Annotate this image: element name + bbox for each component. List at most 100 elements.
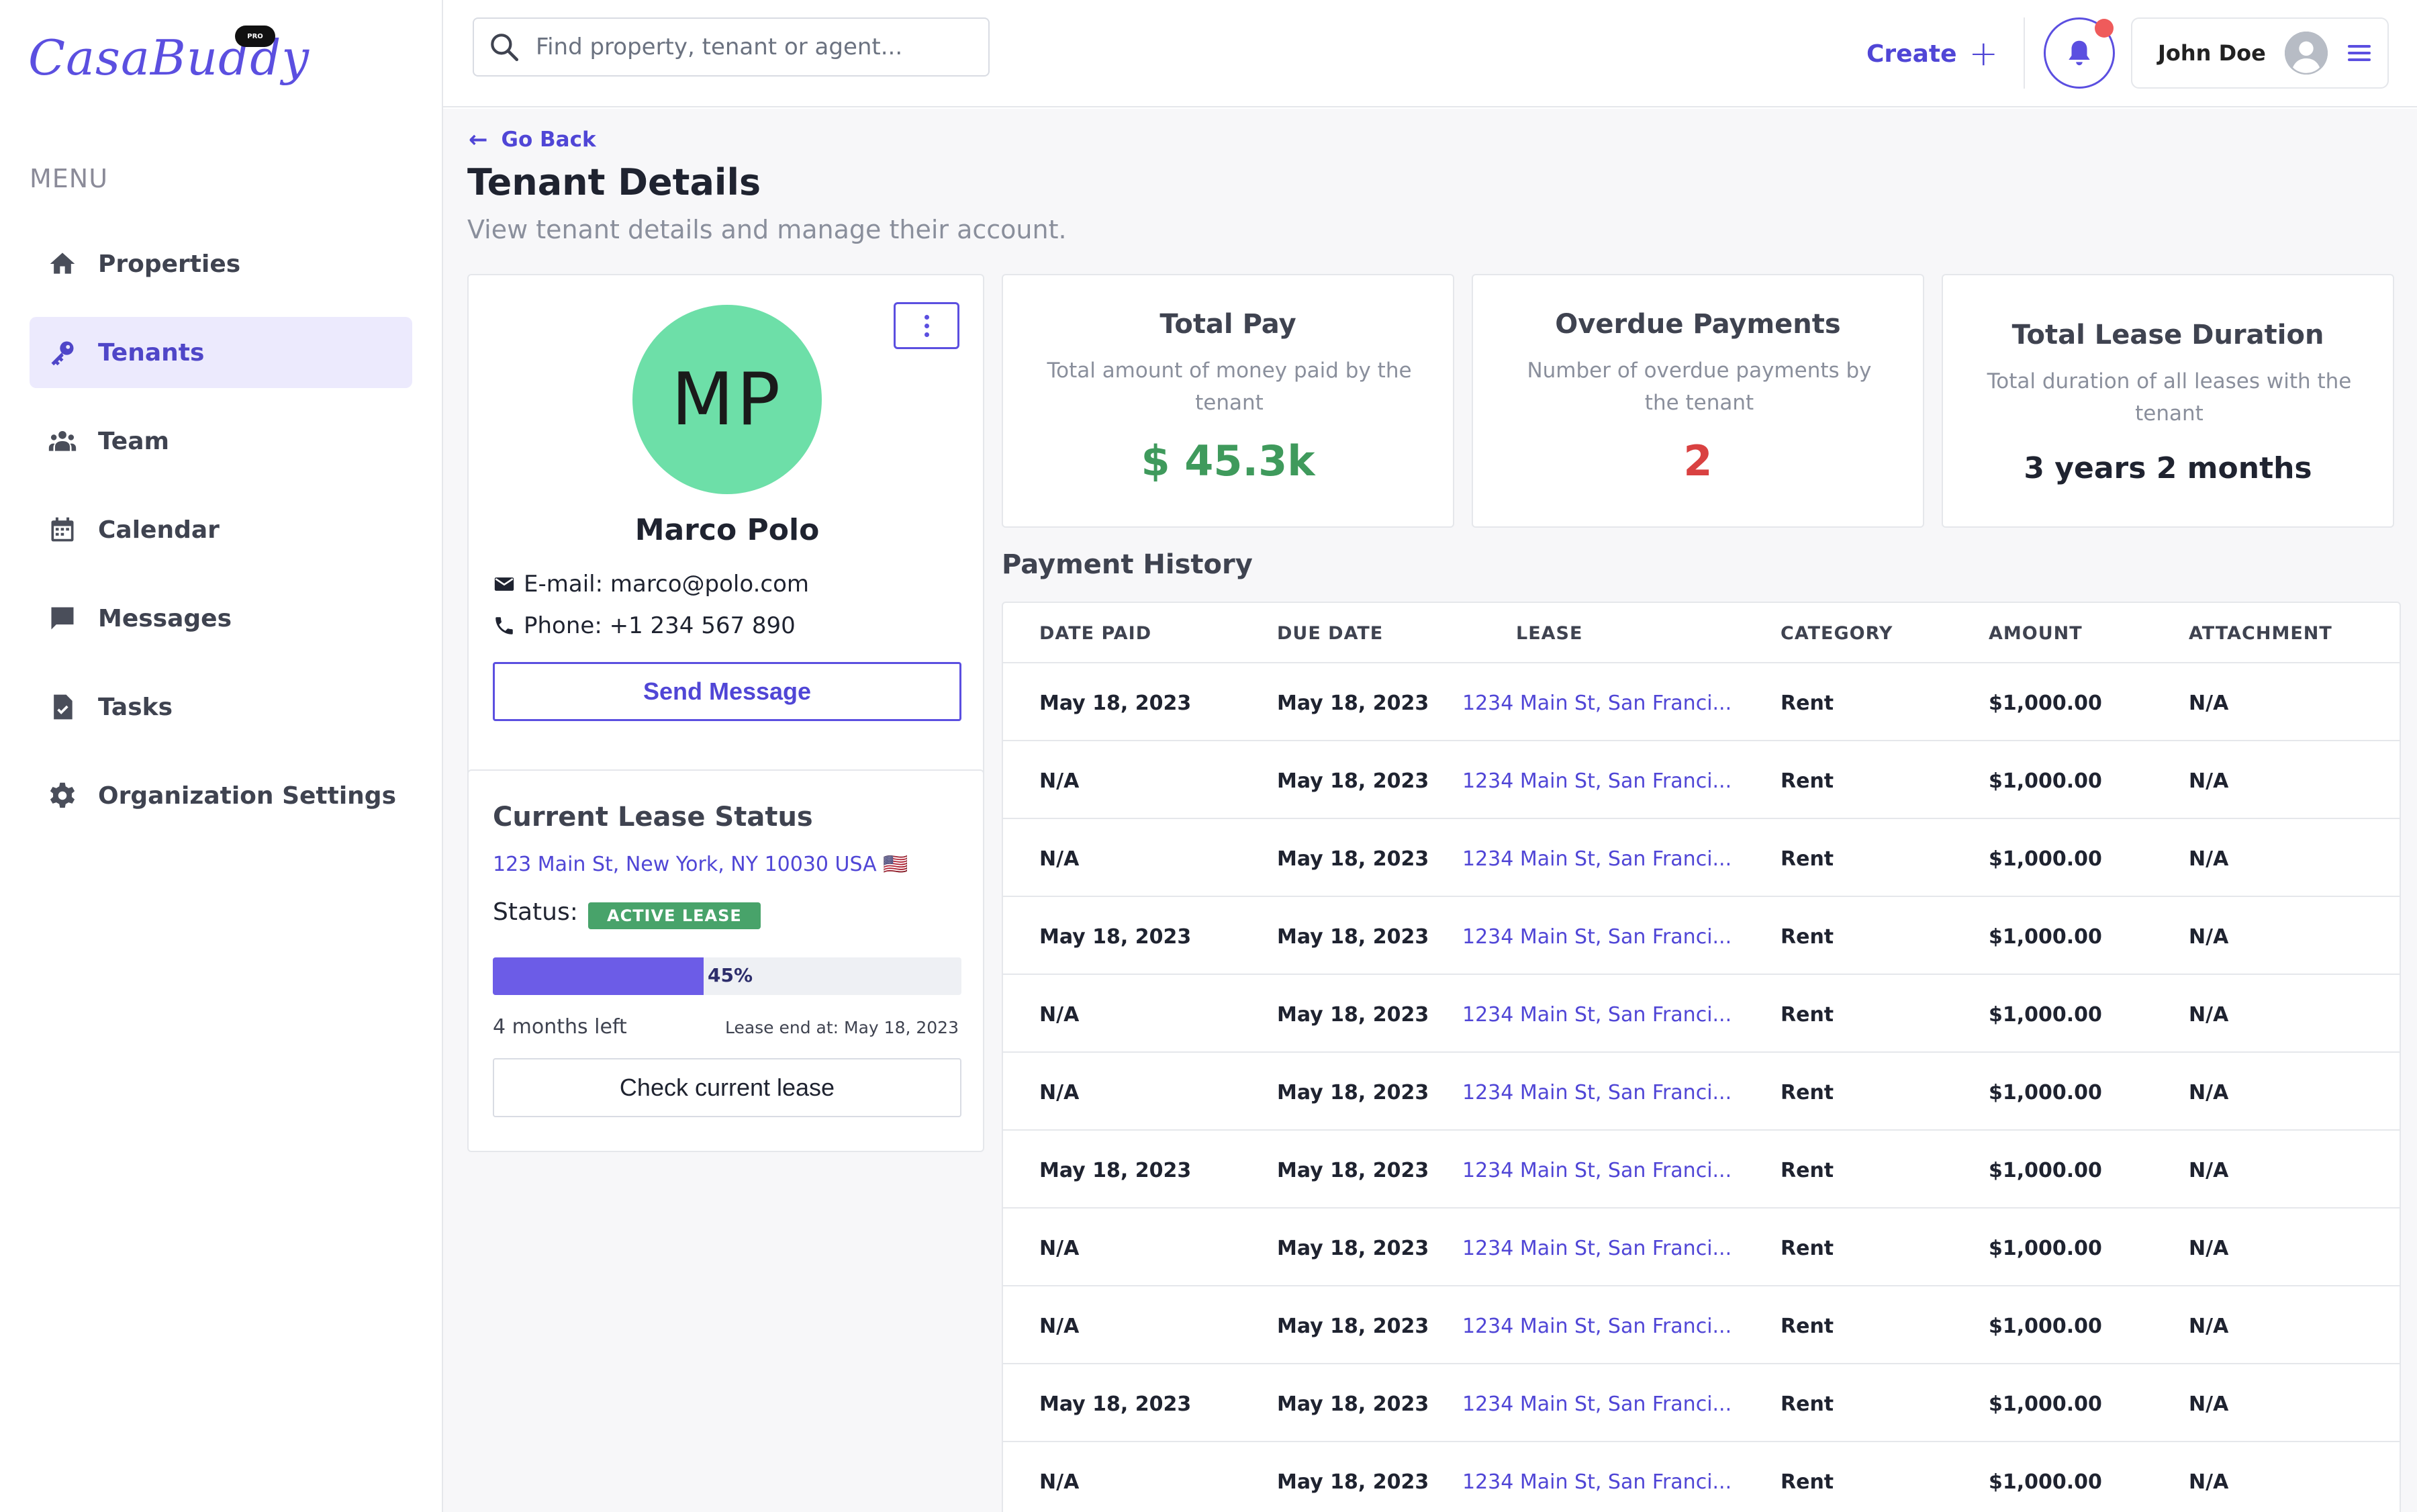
tenant-email: E-mail: marco@polo.com bbox=[493, 571, 809, 598]
table-cell: $1,000.00 bbox=[1989, 847, 2102, 871]
table-cell: $1,000.00 bbox=[1989, 925, 2102, 949]
table-cell: May 18, 2023 bbox=[1277, 1392, 1429, 1416]
table-cell: May 18, 2023 bbox=[1277, 1159, 1429, 1182]
table-cell: May 18, 2023 bbox=[1277, 769, 1429, 793]
table-cell: May 18, 2023 bbox=[1039, 1159, 1192, 1182]
sidebar-item-calendar[interactable]: Calendar bbox=[30, 494, 412, 565]
table-cell: May 18, 2023 bbox=[1277, 847, 1429, 871]
lease-link[interactable]: 1234 Main St, San Franci... bbox=[1462, 1392, 1732, 1416]
table-cell: N/A bbox=[2189, 1159, 2229, 1182]
table-cell: N/A bbox=[2189, 769, 2229, 793]
column-header[interactable]: AMOUNT bbox=[1989, 623, 2083, 644]
sidebar-item-label: Messages bbox=[98, 604, 232, 632]
sidebar-item-label: Team bbox=[98, 427, 169, 455]
table-cell: Rent bbox=[1781, 692, 1834, 715]
table-cell: Rent bbox=[1781, 1237, 1834, 1260]
table-cell: N/A bbox=[2189, 692, 2229, 715]
lease-link[interactable]: 1234 Main St, San Franci... bbox=[1462, 847, 1732, 871]
tenant-name: Marco Polo bbox=[634, 513, 820, 547]
sidebar-item-tasks[interactable]: Tasks bbox=[30, 671, 412, 743]
user-name: John Doe bbox=[2158, 40, 2266, 66]
team-icon bbox=[47, 426, 78, 457]
lease-progress-fill bbox=[493, 957, 704, 995]
table-cell: May 18, 2023 bbox=[1039, 692, 1192, 715]
table-row[interactable]: N/A May 18, 2023 1234 Main St, San Franci.… bbox=[1003, 975, 2400, 1053]
table-row[interactable]: May 18, 2023 May 18, 2023 1234 Main St, Sa… bbox=[1003, 1364, 2400, 1442]
go-back-link[interactable]: ← Go Back bbox=[469, 126, 596, 153]
table-cell: $1,000.00 bbox=[1989, 1470, 2102, 1494]
status-label: Status: bbox=[493, 898, 578, 926]
table-row[interactable]: N/A May 18, 2023 1234 Main St, San Franci.… bbox=[1003, 819, 2400, 897]
sidebar-item-label: Tasks bbox=[98, 693, 173, 721]
tenant-email-text: E-mail: marco@polo.com bbox=[524, 571, 809, 598]
sidebar-item-label: Properties bbox=[98, 250, 241, 278]
lease-link[interactable]: 1234 Main St, San Franci... bbox=[1462, 925, 1732, 949]
sidebar-item-messages[interactable]: Messages bbox=[30, 583, 412, 654]
plus-icon: + bbox=[1969, 34, 1999, 74]
task-icon bbox=[47, 692, 78, 722]
user-menu[interactable]: John Doe bbox=[2131, 17, 2389, 89]
more-options-button[interactable] bbox=[894, 302, 959, 349]
sidebar-item-organization-settings[interactable]: Organization Settings bbox=[30, 760, 412, 831]
table-cell: N/A bbox=[1039, 1081, 1080, 1104]
status-badge: ACTIVE LEASE bbox=[588, 902, 761, 929]
lease-link[interactable]: 1234 Main St, San Franci... bbox=[1462, 1081, 1732, 1104]
table-cell: N/A bbox=[1039, 1470, 1080, 1494]
stat-card-overdue-payments: Overdue Payments Number of overdue payme… bbox=[1472, 274, 1924, 528]
table-row[interactable]: N/A May 18, 2023 1234 Main St, San Franci.… bbox=[1003, 1442, 2400, 1512]
notifications-button[interactable] bbox=[2044, 17, 2115, 89]
table-cell: N/A bbox=[1039, 769, 1080, 793]
user-avatar-icon bbox=[2284, 32, 2328, 75]
column-header[interactable]: LEASE bbox=[1516, 623, 1583, 644]
table-cell: N/A bbox=[2189, 1315, 2229, 1338]
tenant-phone-text: Phone: +1 234 567 890 bbox=[524, 612, 796, 639]
chat-icon bbox=[47, 603, 78, 634]
table-row[interactable]: N/A May 18, 2023 1234 Main St, San Franci.… bbox=[1003, 1209, 2400, 1286]
table-cell: $1,000.00 bbox=[1989, 1392, 2102, 1416]
search-input[interactable] bbox=[536, 34, 965, 60]
table-cell: Rent bbox=[1781, 1470, 1834, 1494]
table-row[interactable]: May 18, 2023 May 18, 2023 1234 Main St, Sa… bbox=[1003, 897, 2400, 975]
column-header[interactable]: CATEGORY bbox=[1781, 623, 1893, 644]
sidebar-item-tenants[interactable]: Tenants bbox=[30, 317, 412, 388]
envelope-icon bbox=[494, 577, 514, 591]
sidebar-item-label: Tenants bbox=[98, 338, 205, 367]
lease-link[interactable]: 1234 Main St, San Franci... bbox=[1462, 1159, 1732, 1182]
table-row[interactable]: N/A May 18, 2023 1234 Main St, San Franci.… bbox=[1003, 1053, 2400, 1131]
hamburger-icon[interactable] bbox=[2347, 41, 2371, 65]
search-box[interactable] bbox=[473, 17, 990, 77]
lease-link[interactable]: 1234 Main St, San Franci... bbox=[1462, 692, 1732, 715]
table-cell: May 18, 2023 bbox=[1277, 1315, 1429, 1338]
lease-link[interactable]: 1234 Main St, San Franci... bbox=[1462, 1003, 1732, 1027]
create-button[interactable]: Create + bbox=[1866, 30, 1998, 78]
table-cell: Rent bbox=[1781, 925, 1834, 949]
table-row[interactable]: May 18, 2023 May 18, 2023 1234 Main St, Sa… bbox=[1003, 663, 2400, 741]
column-header[interactable]: DUE DATE bbox=[1277, 623, 1384, 644]
page-title: Tenant Details bbox=[467, 161, 761, 203]
column-header[interactable]: DATE PAID bbox=[1039, 623, 1152, 644]
check-current-lease-button[interactable]: Check current lease bbox=[493, 1058, 961, 1117]
table-row[interactable]: N/A May 18, 2023 1234 Main St, San Franci.… bbox=[1003, 1286, 2400, 1364]
go-back-label: Go Back bbox=[501, 128, 596, 152]
table-cell: N/A bbox=[1039, 1003, 1080, 1027]
lease-link[interactable]: 1234 Main St, San Franci... bbox=[1462, 1470, 1732, 1494]
sidebar-item-team[interactable]: Team bbox=[30, 406, 412, 477]
payment-history-title: Payment History bbox=[1002, 549, 1253, 580]
send-message-button[interactable]: Send Message bbox=[493, 662, 961, 721]
tenant-phone: Phone: +1 234 567 890 bbox=[493, 612, 796, 639]
column-header[interactable]: ATTACHMENT bbox=[2189, 623, 2332, 644]
lease-progress-text: 45% bbox=[708, 964, 753, 986]
table-row[interactable]: May 18, 2023 May 18, 2023 1234 Main St, Sa… bbox=[1003, 1131, 2400, 1209]
gear-icon bbox=[47, 780, 78, 811]
lease-link[interactable]: 1234 Main St, San Franci... bbox=[1462, 1315, 1732, 1338]
table-cell: N/A bbox=[1039, 1315, 1080, 1338]
lease-address-link[interactable]: 123 Main St, New York, NY 10030 USA 🇺🇸 bbox=[493, 853, 908, 876]
sidebar-item-properties[interactable]: Properties bbox=[30, 228, 412, 299]
table-row[interactable]: N/A May 18, 2023 1234 Main St, San Franci.… bbox=[1003, 741, 2400, 819]
top-header: Create + John Doe bbox=[443, 0, 2417, 107]
lease-link[interactable]: 1234 Main St, San Franci... bbox=[1462, 769, 1732, 793]
table-cell: N/A bbox=[2189, 1392, 2229, 1416]
lease-status-card: Current Lease Status 123 Main St, New Yo… bbox=[467, 769, 984, 1152]
lease-card-title: Current Lease Status bbox=[493, 802, 813, 833]
lease-link[interactable]: 1234 Main St, San Franci... bbox=[1462, 1237, 1732, 1260]
